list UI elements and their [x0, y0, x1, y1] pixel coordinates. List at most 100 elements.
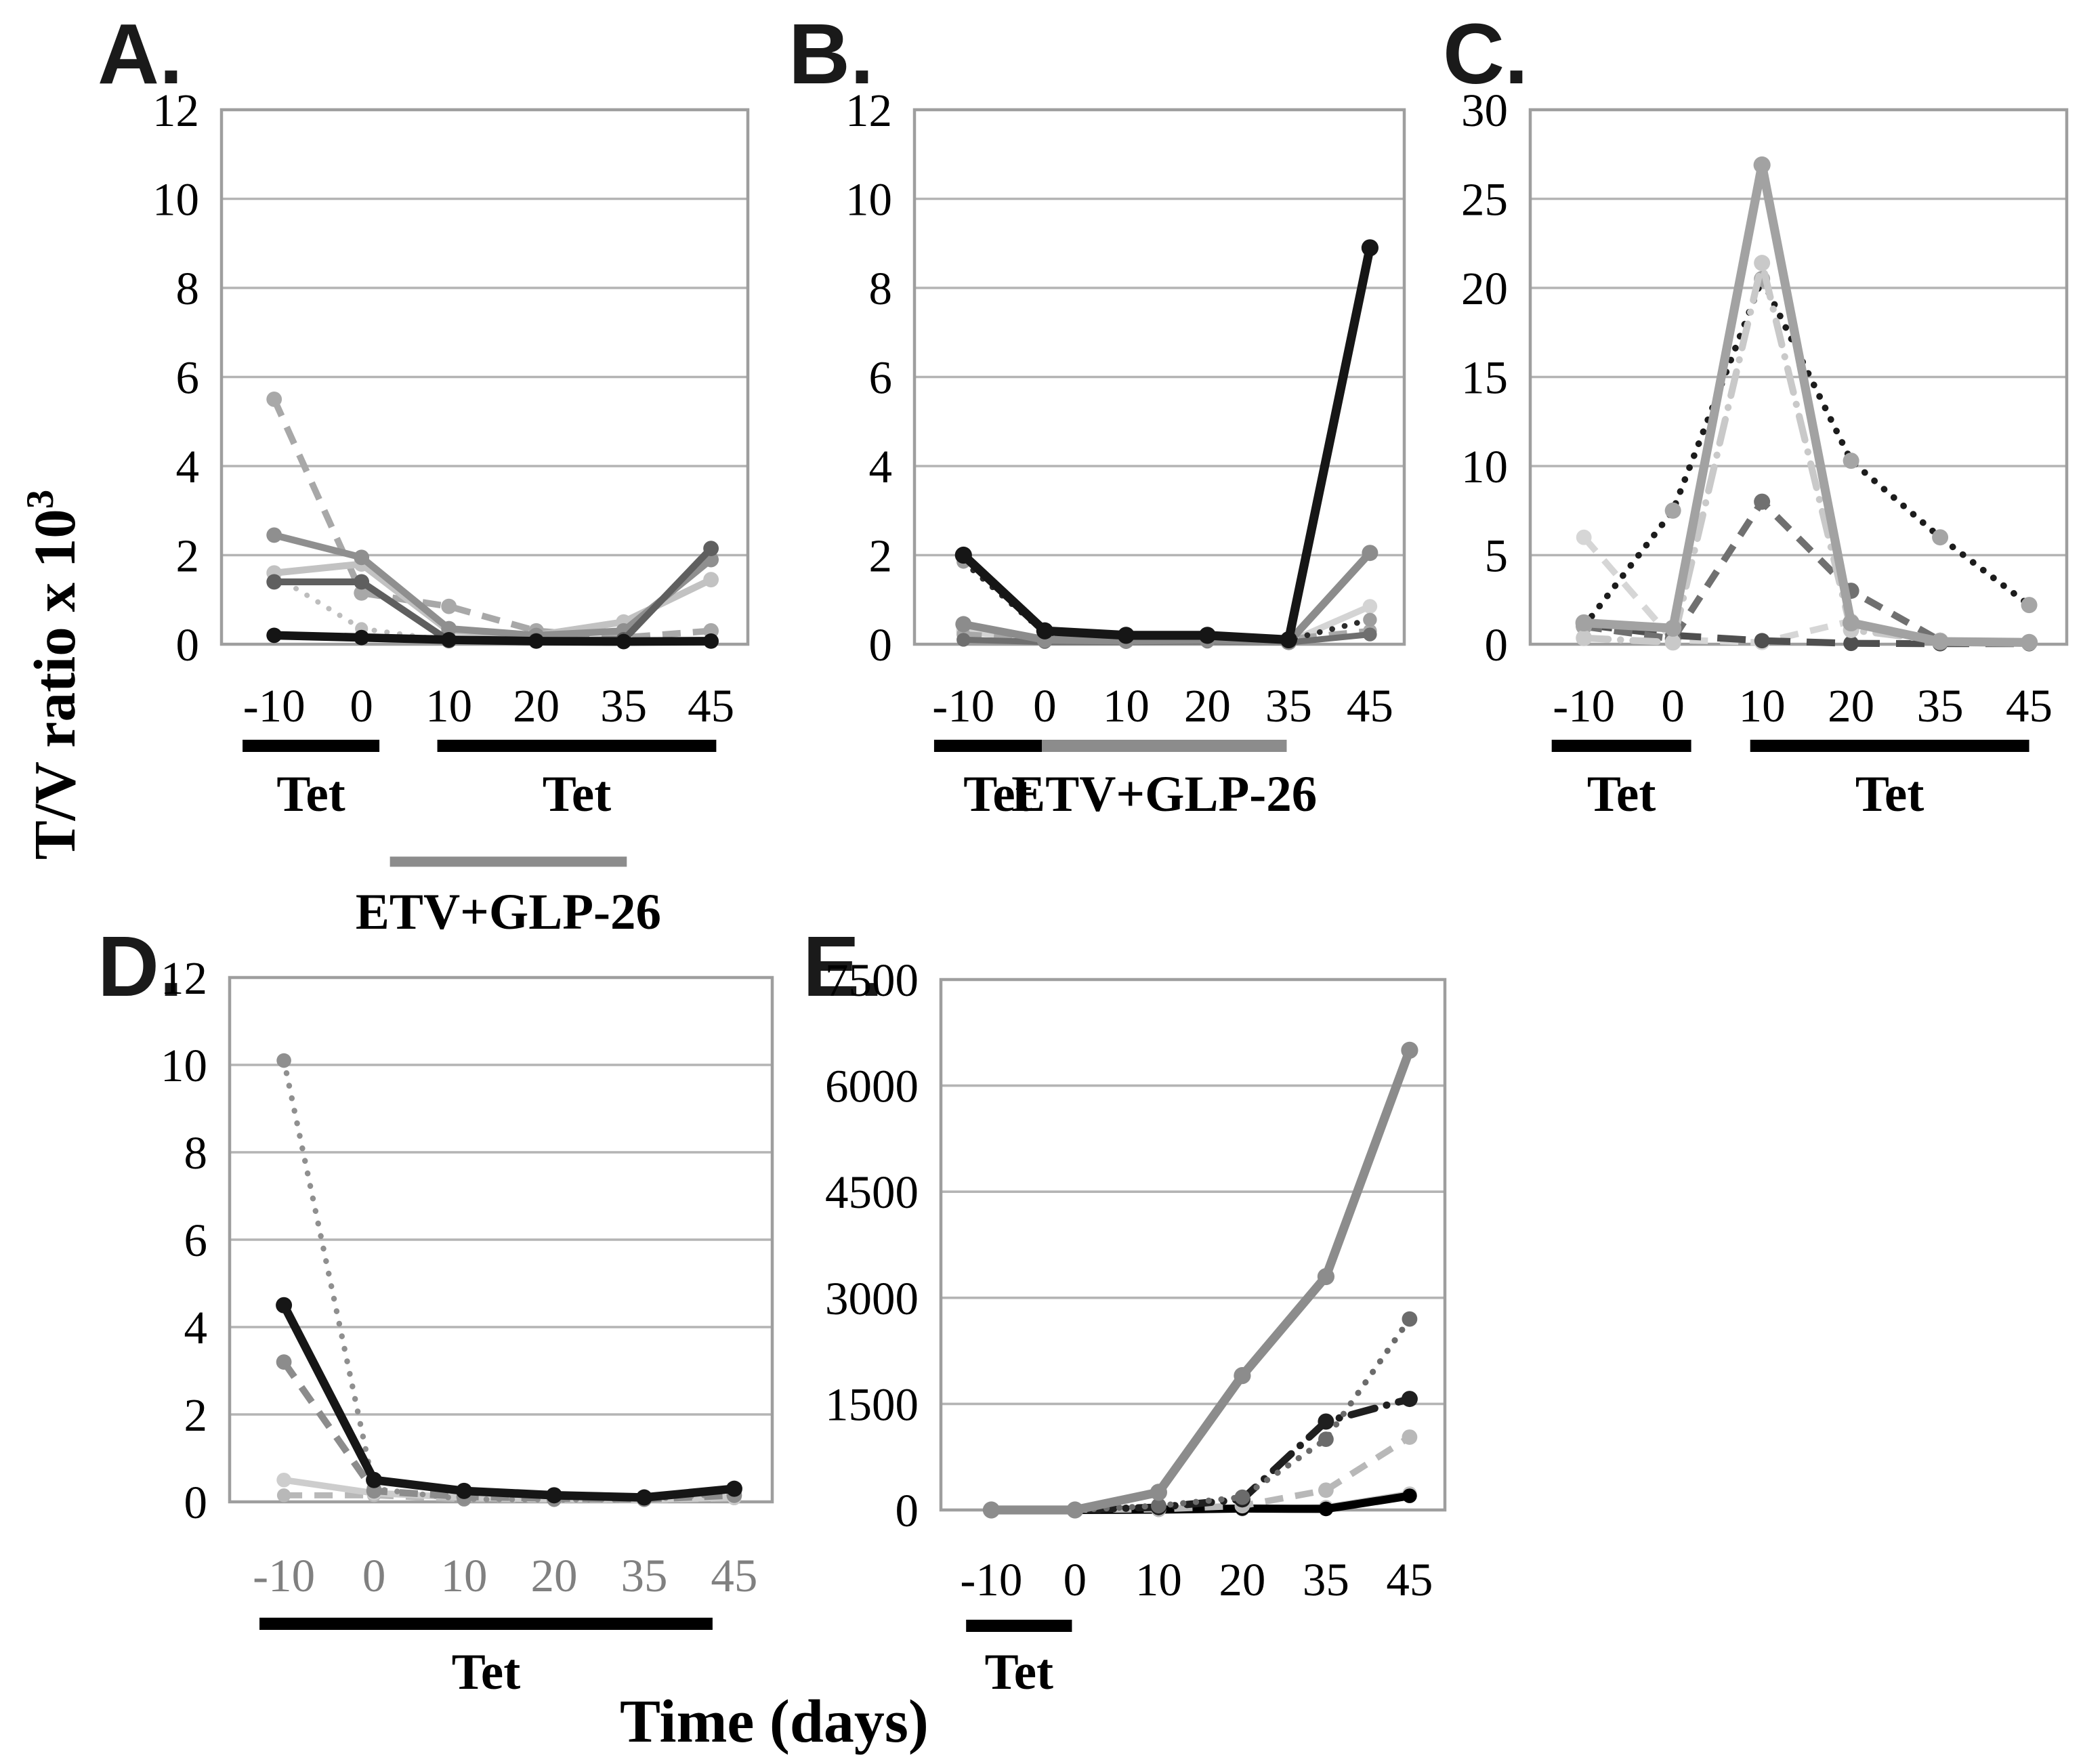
panel-e-plot-frame [939, 978, 1447, 1512]
svg-text:5: 5 [1485, 530, 1509, 582]
svg-text:4: 4 [184, 1302, 208, 1353]
panel-label-a: A. [98, 6, 183, 102]
panel-d-series-gray-dotted [276, 1053, 742, 1507]
svg-text:45: 45 [1386, 1554, 1433, 1605]
panel-b-treatment-label-0: Tet [963, 766, 1032, 822]
svg-text:10: 10 [152, 174, 199, 226]
svg-text:0: 0 [1661, 680, 1685, 732]
svg-text:-10: -10 [1553, 680, 1615, 732]
panel-e-treatment-label-0: Tet [985, 1644, 1053, 1700]
panel-c-chart: 0 5 10 15 20 25 30 -10 0 10 20 35 45 Tet Tet [1461, 85, 2069, 822]
panel-d-gridlines [230, 1064, 772, 1416]
svg-text:35: 35 [620, 1550, 667, 1601]
svg-text:0: 0 [1033, 680, 1057, 732]
svg-text:20: 20 [1828, 680, 1874, 732]
svg-text:45: 45 [2006, 680, 2053, 732]
svg-text:6: 6 [869, 352, 893, 404]
panel-a-x-tick-labels: -10 0 10 20 35 45 [243, 680, 734, 732]
panel-e-y-tick-labels: 0 1500 3000 4500 6000 7500 [825, 954, 919, 1536]
svg-text:20: 20 [513, 680, 560, 732]
panel-c-series-silver-dashdot [1576, 255, 2038, 651]
svg-text:0: 0 [176, 619, 200, 671]
svg-text:12: 12 [152, 85, 199, 136]
svg-text:4: 4 [869, 441, 893, 492]
svg-text:10: 10 [161, 1040, 207, 1091]
svg-text:20: 20 [530, 1550, 577, 1601]
panel-b-y-tick-labels: 0 2 4 6 8 10 12 [845, 85, 892, 671]
svg-text:10: 10 [1739, 680, 1786, 732]
panel-e-gridlines [941, 1084, 1445, 1406]
svg-text:3000: 3000 [825, 1273, 919, 1324]
panel-b-treatment-label-1: ETV+GLP-26 [1011, 766, 1317, 822]
svg-text:0: 0 [896, 1485, 919, 1536]
svg-text:0: 0 [184, 1477, 208, 1528]
panel-label-b: B. [788, 6, 874, 102]
svg-text:30: 30 [1461, 85, 1508, 136]
svg-text:0: 0 [869, 619, 893, 671]
panel-label-e: E. [803, 919, 884, 1014]
svg-text:2: 2 [184, 1389, 208, 1441]
svg-text:7500: 7500 [825, 954, 919, 1006]
svg-text:12: 12 [161, 952, 207, 1004]
svg-text:12: 12 [845, 85, 892, 136]
svg-text:6000: 6000 [825, 1061, 919, 1112]
svg-text:20: 20 [1219, 1554, 1265, 1605]
svg-text:8: 8 [869, 263, 893, 314]
svg-text:25: 25 [1461, 174, 1508, 226]
svg-text:10: 10 [1135, 1554, 1182, 1605]
panel-d-y-tick-labels: 0 2 4 6 8 10 12 [161, 952, 207, 1528]
panel-d-chart: 0 2 4 6 8 10 12 -10 0 10 20 35 45 Tet [161, 952, 774, 1700]
svg-text:35: 35 [1265, 680, 1312, 732]
panel-c-treatment-label-1: Tet [1855, 766, 1924, 822]
panel-c-plot-frame [1528, 108, 2069, 646]
panel-a-gridlines [222, 197, 748, 557]
svg-text:8: 8 [176, 263, 200, 314]
panel-d-series-black-solid [276, 1297, 742, 1506]
svg-text:2: 2 [176, 530, 200, 582]
svg-text:6: 6 [176, 352, 200, 404]
panel-d-x-tick-labels: -10 0 10 20 35 45 [253, 1550, 757, 1601]
panel-a-chart: 0 2 4 6 8 10 12 -10 0 10 20 35 45 Tet Tet ETV+GLP-26 [152, 85, 750, 940]
panel-e-x-tick-labels: -10 0 10 20 35 45 [960, 1554, 1433, 1605]
panel-a-y-tick-labels: 0 2 4 6 8 10 12 [152, 85, 199, 671]
panel-a-series-black-solid [266, 627, 719, 650]
svg-text:10: 10 [425, 680, 472, 732]
svg-text:45: 45 [1347, 680, 1393, 732]
svg-text:35: 35 [600, 680, 647, 732]
svg-text:10: 10 [845, 174, 892, 226]
panel-c-gridlines [1530, 197, 2067, 557]
panel-label-c: C. [1443, 6, 1528, 102]
svg-text:0: 0 [350, 680, 373, 732]
svg-text:-10: -10 [243, 680, 306, 732]
svg-text:-10: -10 [253, 1550, 315, 1601]
svg-text:6: 6 [184, 1215, 208, 1266]
svg-text:0: 0 [1064, 1554, 1087, 1605]
panel-a-treatment-label-1: Tet [543, 766, 611, 822]
svg-text:45: 45 [711, 1550, 757, 1601]
svg-text:35: 35 [1917, 680, 1964, 732]
panel-a-treatment-label-2: ETV+GLP-26 [356, 884, 661, 940]
panel-e-chart: 0 1500 3000 4500 6000 7500 -10 0 10 20 35 45 Tet [825, 954, 1447, 1700]
panel-e-series-black-dashdot [983, 1391, 1418, 1518]
panel-b-series-black-solid [954, 239, 1379, 649]
panel-c-treatment-label-0: Tet [1587, 766, 1656, 822]
svg-text:10: 10 [441, 1550, 488, 1601]
panel-d-treatment-label-0: Tet [452, 1644, 520, 1700]
svg-text:8: 8 [184, 1127, 208, 1179]
panel-c-y-tick-labels: 0 5 10 15 20 25 30 [1461, 85, 1508, 671]
x-axis-title: Time (days) [620, 1689, 929, 1756]
panel-b-x-tick-labels: -10 0 10 20 35 45 [932, 680, 1393, 732]
panel-c-x-tick-labels: -10 0 10 20 35 45 [1553, 680, 2053, 732]
svg-text:35: 35 [1303, 1554, 1349, 1605]
svg-text:4500: 4500 [825, 1167, 919, 1218]
svg-text:20: 20 [1461, 263, 1508, 314]
svg-text:15: 15 [1461, 352, 1508, 404]
panel-c-series-gray-solid [1575, 156, 2038, 651]
svg-text:4: 4 [176, 441, 200, 492]
panel-a-treatment-label-0: Tet [276, 766, 345, 822]
svg-text:-10: -10 [960, 1554, 1022, 1605]
svg-text:1500: 1500 [825, 1379, 919, 1430]
